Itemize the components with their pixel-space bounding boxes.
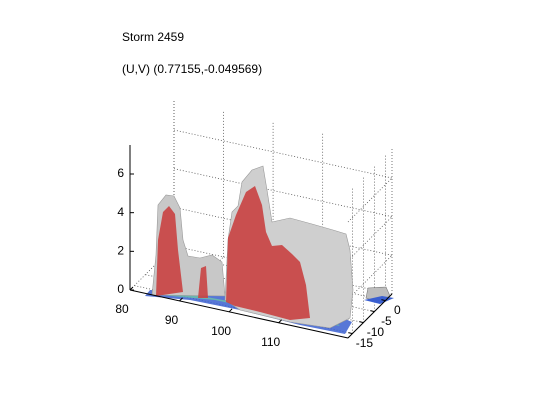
x-tick	[179, 297, 183, 302]
z-tick-label: 4	[117, 205, 124, 219]
x-tick-label: 100	[211, 324, 231, 338]
floor-contour	[364, 296, 394, 304]
red-surface	[198, 266, 208, 298]
x-tick	[278, 319, 282, 324]
x-tick	[228, 308, 233, 313]
grid-line	[347, 216, 393, 261]
red-surface	[156, 206, 183, 296]
grid-line	[347, 255, 393, 300]
grid-line	[173, 168, 393, 218]
z-tick-label: 0	[117, 282, 124, 296]
x-tick-label: 90	[165, 313, 179, 327]
chart-subtitle: (U,V) (0.77155,-0.049569)	[122, 62, 262, 76]
y-tick	[381, 299, 386, 302]
chart-title: Storm 2459	[122, 30, 184, 44]
x-axis	[129, 289, 349, 339]
y-tick	[370, 310, 375, 313]
z-tick-label: 6	[117, 166, 124, 180]
y-tick	[359, 321, 364, 324]
x-tick	[129, 286, 134, 291]
isosurfaces	[145, 165, 394, 334]
y-tick-label: -10	[367, 325, 385, 339]
y-tick-label: -5	[381, 314, 392, 328]
grid-line	[347, 177, 393, 223]
z-tick-label: 2	[117, 244, 124, 258]
y-tick	[348, 332, 353, 335]
y-tick-label: 0	[394, 303, 401, 317]
y-axis	[347, 293, 393, 339]
x-tick-label: 110	[261, 335, 280, 349]
red-surface	[226, 186, 310, 320]
grid-line	[173, 129, 393, 179]
x-tick-label: 80	[115, 302, 129, 316]
y-tick-label: -15	[356, 336, 374, 350]
